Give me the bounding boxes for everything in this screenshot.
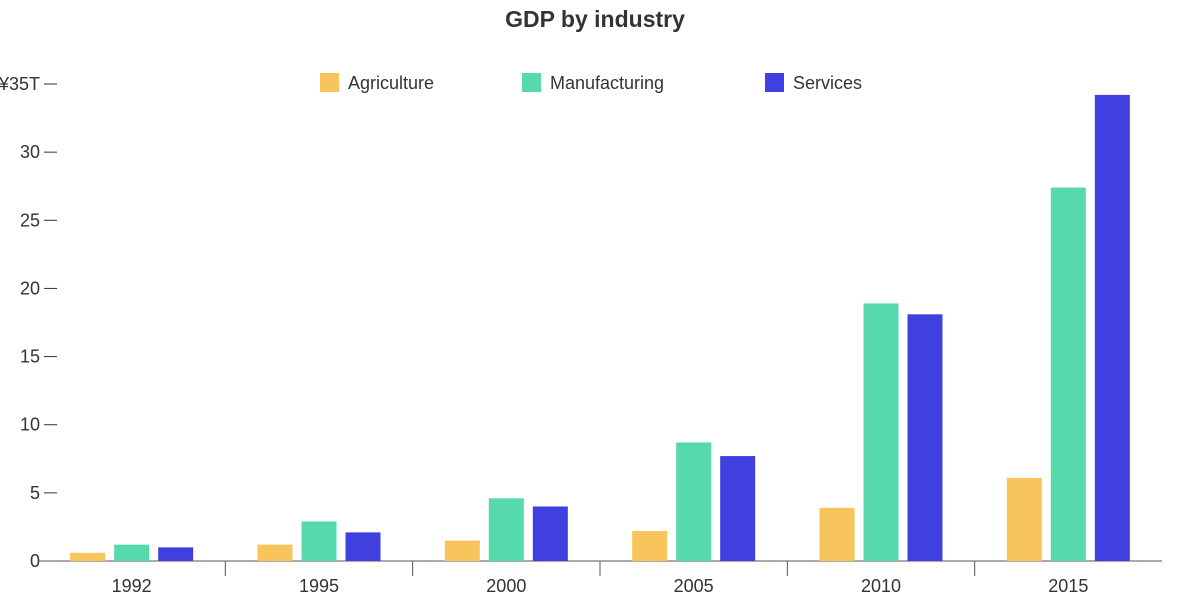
bar-manufacturing-2000 — [488, 498, 524, 561]
legend-swatch-services — [765, 73, 784, 92]
legend-label-agriculture: Agriculture — [348, 73, 434, 93]
y-tick-label: 15 — [20, 347, 40, 367]
bar-services-2000 — [532, 506, 568, 561]
bar-manufacturing-2015 — [1050, 187, 1086, 561]
bar-services-2015 — [1094, 94, 1130, 561]
bar-manufacturing-2010 — [863, 303, 899, 561]
y-tick-label: 25 — [20, 210, 40, 230]
x-tick-label: 2000 — [486, 576, 526, 596]
bar-services-2005 — [720, 456, 756, 561]
x-tick-label: 2015 — [1048, 576, 1088, 596]
bar-agriculture-2010 — [819, 507, 855, 561]
y-tick-label: 20 — [20, 278, 40, 298]
bar-agriculture-2000 — [444, 540, 480, 561]
bar-agriculture-1995 — [257, 544, 293, 561]
y-tick-label: 0 — [30, 551, 40, 571]
legend-swatch-agriculture — [320, 73, 339, 92]
bar-agriculture-1992 — [70, 552, 106, 561]
y-tick-label: 5 — [30, 483, 40, 503]
y-axis: 0 5 10 15 20 25 30 ¥35T — [0, 74, 57, 571]
bar-manufacturing-2005 — [676, 442, 712, 561]
x-tick-label: 1995 — [299, 576, 339, 596]
legend-label-services: Services — [793, 73, 862, 93]
y-tick-label: 10 — [20, 415, 40, 435]
bar-agriculture-2015 — [1006, 477, 1042, 561]
y-tick-label: ¥35T — [0, 74, 40, 94]
x-tick-label: 2005 — [674, 576, 714, 596]
bar-services-1995 — [345, 532, 381, 561]
bar-manufacturing-1992 — [114, 544, 150, 561]
bar-agriculture-2005 — [632, 531, 668, 561]
y-tick-label: 30 — [20, 142, 40, 162]
legend-label-manufacturing: Manufacturing — [550, 73, 664, 93]
x-tick-label: 2010 — [861, 576, 901, 596]
legend-swatch-manufacturing — [522, 73, 541, 92]
chart-title: GDP by industry — [505, 6, 685, 32]
legend: Agriculture Manufacturing Services — [320, 73, 862, 93]
bars — [70, 94, 1130, 561]
bar-manufacturing-1995 — [301, 521, 337, 561]
x-axis: 1992 1995 2000 2005 2010 2015 — [38, 560, 1162, 596]
bar-services-1992 — [158, 547, 194, 561]
x-tick-label: 1992 — [112, 576, 152, 596]
bar-services-2010 — [907, 314, 943, 561]
